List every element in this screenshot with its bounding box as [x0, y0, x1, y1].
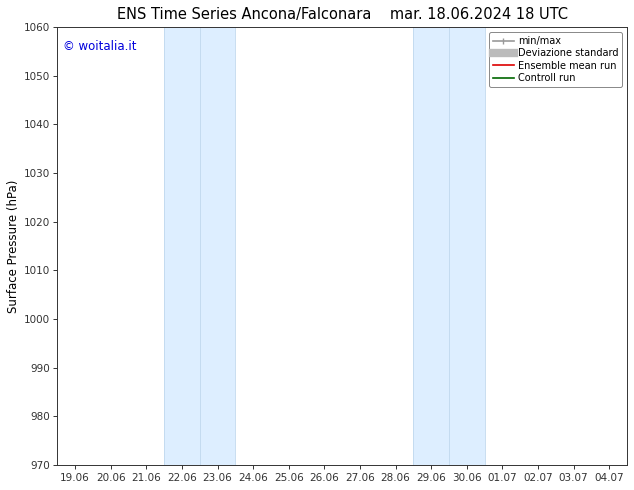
Legend: min/max, Deviazione standard, Ensemble mean run, Controll run: min/max, Deviazione standard, Ensemble m… — [489, 32, 622, 87]
Bar — [413, 27, 484, 465]
Title: ENS Time Series Ancona/Falconara    mar. 18.06.2024 18 UTC: ENS Time Series Ancona/Falconara mar. 18… — [117, 7, 567, 22]
Bar — [164, 27, 235, 465]
Text: © woitalia.it: © woitalia.it — [63, 40, 136, 53]
Y-axis label: Surface Pressure (hPa): Surface Pressure (hPa) — [7, 179, 20, 313]
